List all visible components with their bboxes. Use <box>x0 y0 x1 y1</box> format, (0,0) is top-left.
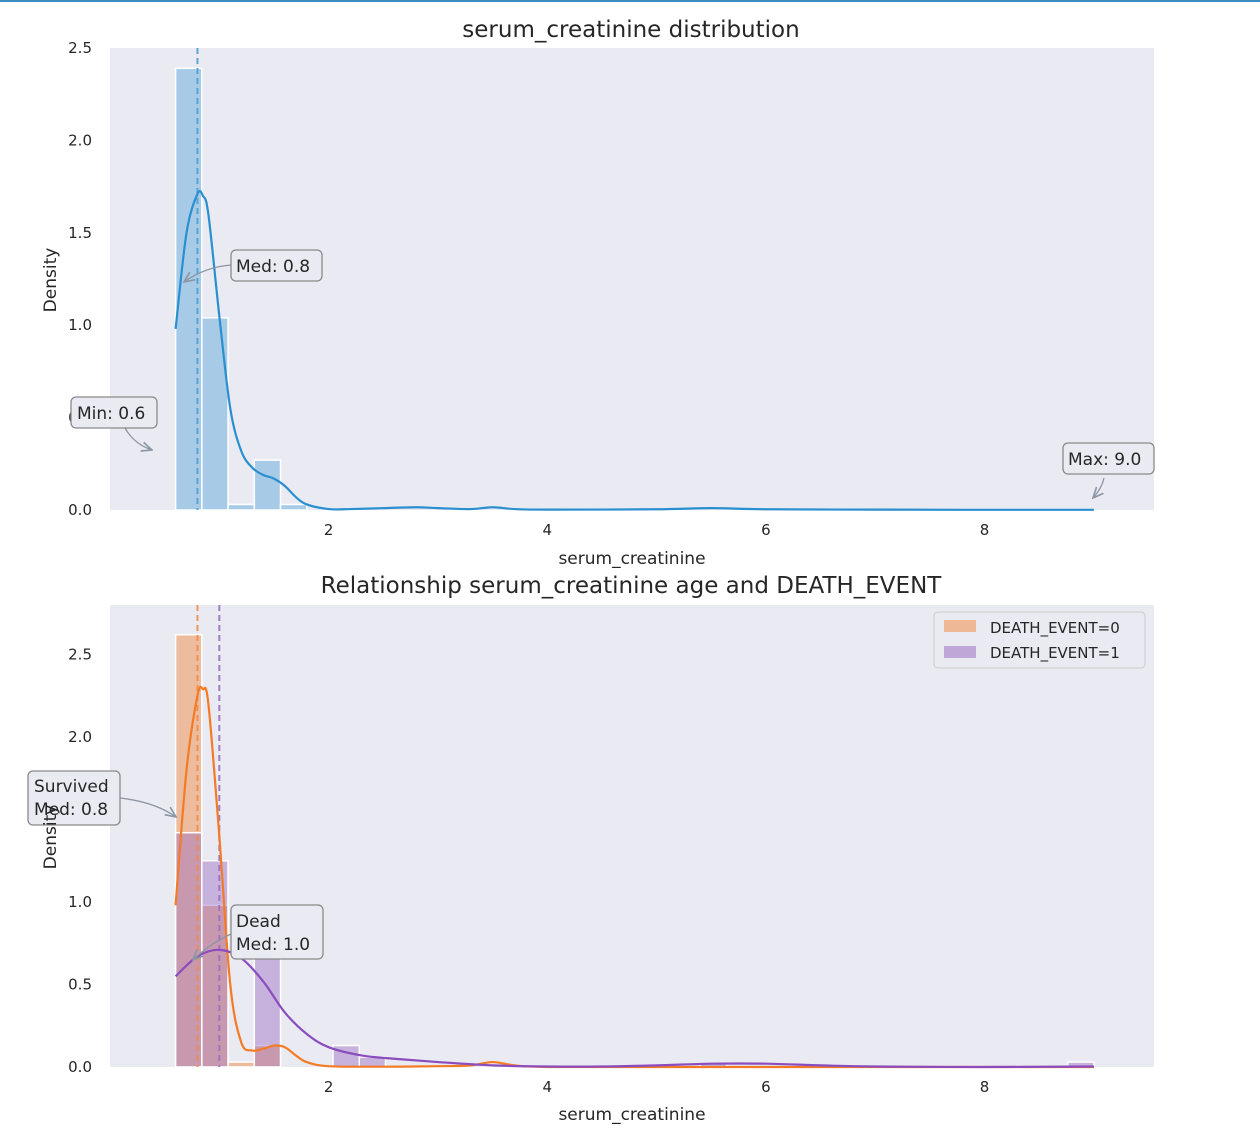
y-ticks-bottom: 0.00.51.01.52.02.5 <box>68 646 92 1077</box>
x-tick-label: 2 <box>324 521 334 539</box>
x-tick-label: 6 <box>761 521 771 539</box>
plot-area-bottom <box>110 605 1154 1067</box>
legend-swatch-survived <box>944 620 976 632</box>
y-tick-label: 1.0 <box>68 316 92 334</box>
y-tick-label: 0.0 <box>68 1058 92 1076</box>
annotation-median: Med: 0.8 <box>184 249 323 282</box>
annotation-survived: Survived Med: 0.8 <box>27 770 176 826</box>
x-axis-label-bottom: serum_creatinine <box>558 1105 705 1125</box>
kde-curve-top <box>174 189 1094 511</box>
y-tick-label: 2.0 <box>68 131 92 149</box>
x-ticks-top: 2 4 6 8 <box>324 521 989 539</box>
x-tick-label: 8 <box>980 521 990 539</box>
y-axis-label-bottom: Density <box>41 805 61 870</box>
histogram-bar <box>279 503 308 511</box>
legend-label-dead: DEATH_EVENT=1 <box>990 644 1120 663</box>
y-tick-label: 1.0 <box>68 893 92 911</box>
histogram-bar <box>227 503 256 511</box>
x-tick-label: 6 <box>761 1078 771 1096</box>
annotation-dead: Dead Med: 1.0 <box>193 904 324 960</box>
relationship-chart: Relationship serum_creatinine age and DE… <box>27 573 1154 1125</box>
annotation-min-label: Min: 0.6 <box>77 404 145 424</box>
x-tick-label: 4 <box>543 521 553 539</box>
legend: DEATH_EVENT=0 DEATH_EVENT=1 <box>933 611 1146 669</box>
kde-curves-bottom <box>174 685 1094 1069</box>
annotation-median-label: Med: 0.8 <box>236 257 310 277</box>
top-border-line <box>0 0 1260 2</box>
histogram-bar <box>227 1061 256 1068</box>
y-tick-label: 2.5 <box>68 39 92 57</box>
x-tick-label: 2 <box>324 1078 334 1096</box>
y-tick-label: 1.5 <box>68 224 92 242</box>
x-axis-label-top: serum_creatinine <box>558 549 705 569</box>
chart-title-bottom: Relationship serum_creatinine age and DE… <box>321 573 943 599</box>
kde-line <box>174 189 1094 511</box>
annotation-max: Max: 9.0 <box>1062 442 1155 498</box>
legend-label-survived: DEATH_EVENT=0 <box>990 619 1120 638</box>
x-tick-label: 8 <box>980 1078 990 1096</box>
y-ticks-top: 0.00.51.01.52.02.5 <box>68 39 92 519</box>
chart-title-top: serum_creatinine distribution <box>462 17 799 43</box>
annotation-survived-label: Survived Med: 0.8 <box>34 777 109 820</box>
y-axis-label-top: Density <box>41 248 61 313</box>
y-tick-label: 0.0 <box>68 501 92 519</box>
annotation-dead-label: Dead Med: 1.0 <box>236 912 310 955</box>
x-tick-label: 4 <box>543 1078 553 1096</box>
annotation-min: Min: 0.6 <box>70 396 158 450</box>
y-tick-label: 2.0 <box>68 728 92 746</box>
legend-swatch-dead <box>944 646 976 658</box>
y-tick-label: 2.5 <box>68 646 92 664</box>
annotation-max-label: Max: 9.0 <box>1068 450 1141 470</box>
x-ticks-bottom: 2 4 6 8 <box>324 1078 989 1096</box>
histogram-bar <box>332 1044 360 1068</box>
histogram-bar <box>253 459 282 511</box>
distribution-chart: serum_creatinine distribution serum_crea… <box>41 17 1155 569</box>
kde-line <box>174 948 1094 1069</box>
histogram-bar <box>201 317 229 511</box>
y-tick-label: 0.5 <box>68 976 92 994</box>
